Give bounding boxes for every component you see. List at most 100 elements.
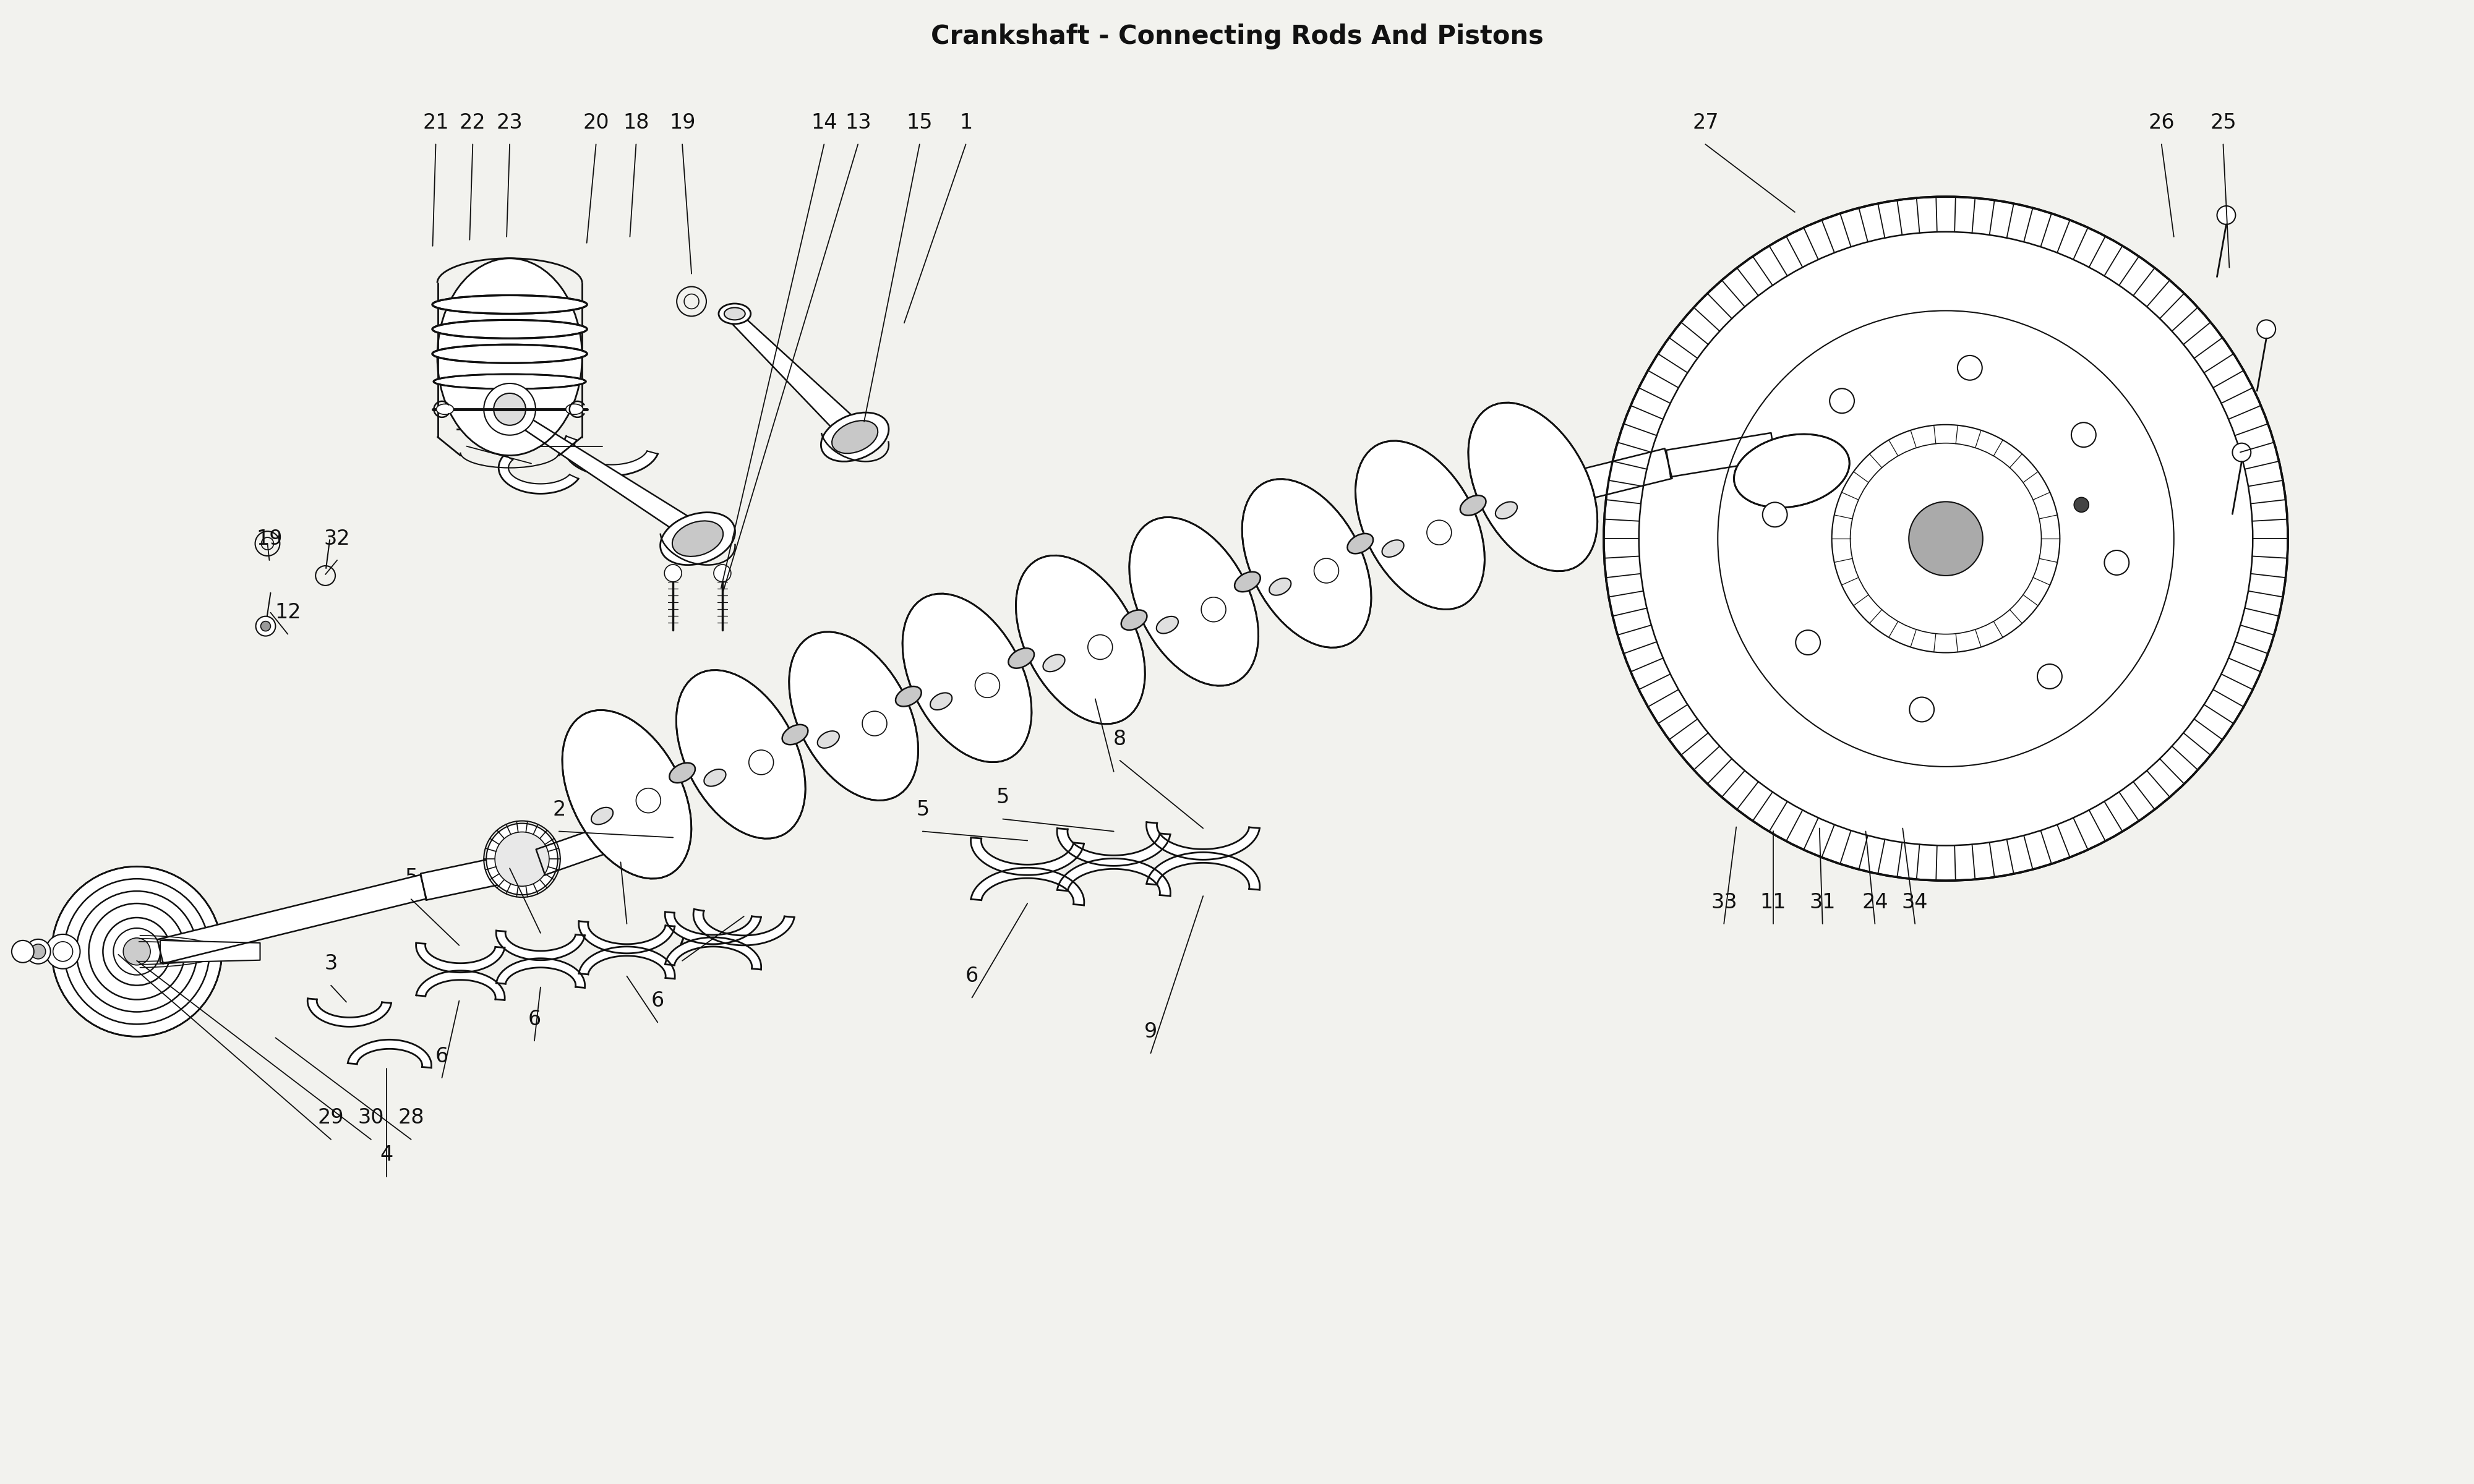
Circle shape [487, 824, 557, 895]
Text: 28: 28 [398, 1107, 423, 1128]
Circle shape [2217, 206, 2236, 224]
Ellipse shape [1460, 496, 1487, 515]
Ellipse shape [1467, 402, 1598, 571]
Polygon shape [416, 942, 505, 972]
Ellipse shape [705, 769, 725, 787]
Circle shape [52, 942, 72, 962]
Ellipse shape [1269, 579, 1291, 595]
Polygon shape [970, 868, 1084, 905]
Polygon shape [421, 849, 544, 901]
Text: 1: 1 [960, 113, 972, 134]
Polygon shape [1056, 858, 1170, 896]
Text: 16: 16 [527, 414, 554, 435]
Circle shape [2232, 444, 2251, 462]
Text: 33: 33 [1712, 892, 1737, 913]
Polygon shape [1145, 852, 1259, 890]
Text: 8: 8 [1113, 729, 1126, 749]
Polygon shape [158, 876, 426, 963]
Text: 5: 5 [915, 800, 930, 821]
Ellipse shape [789, 632, 918, 800]
Circle shape [495, 833, 549, 886]
Ellipse shape [1155, 616, 1178, 634]
Ellipse shape [670, 763, 695, 784]
Polygon shape [579, 922, 675, 953]
Ellipse shape [1348, 534, 1373, 554]
Ellipse shape [591, 807, 614, 825]
Text: 19: 19 [257, 528, 282, 549]
Circle shape [25, 939, 49, 963]
Circle shape [1831, 389, 1856, 413]
Ellipse shape [725, 307, 745, 321]
Circle shape [1796, 631, 1821, 654]
Text: 29: 29 [317, 1107, 344, 1128]
Ellipse shape [1235, 571, 1259, 592]
Circle shape [255, 616, 275, 637]
Ellipse shape [1121, 610, 1148, 631]
Text: 6: 6 [527, 1009, 542, 1030]
Ellipse shape [1017, 555, 1145, 724]
Circle shape [2036, 665, 2061, 689]
Circle shape [52, 867, 223, 1036]
Polygon shape [307, 999, 391, 1027]
Circle shape [1957, 356, 1982, 380]
Text: 17: 17 [453, 414, 480, 435]
Circle shape [1603, 197, 2288, 880]
Text: 10: 10 [1081, 668, 1108, 687]
Polygon shape [579, 947, 675, 979]
Circle shape [750, 749, 774, 775]
Polygon shape [161, 941, 260, 963]
Ellipse shape [717, 304, 750, 324]
Ellipse shape [433, 374, 586, 389]
Polygon shape [666, 938, 762, 969]
Circle shape [863, 711, 886, 736]
Text: 23: 23 [497, 113, 522, 134]
Ellipse shape [435, 404, 453, 414]
Circle shape [12, 941, 35, 963]
Circle shape [114, 927, 161, 975]
Polygon shape [564, 436, 658, 476]
Text: 26: 26 [2147, 113, 2175, 134]
Polygon shape [1536, 448, 1672, 510]
Ellipse shape [661, 512, 735, 565]
Polygon shape [500, 456, 579, 494]
Circle shape [495, 393, 527, 426]
Ellipse shape [1494, 502, 1517, 519]
Text: 25: 25 [2209, 113, 2236, 134]
Polygon shape [497, 959, 584, 988]
Circle shape [2073, 497, 2088, 512]
Ellipse shape [433, 321, 586, 338]
Text: 12: 12 [275, 603, 302, 623]
Circle shape [1089, 635, 1113, 659]
Ellipse shape [1356, 441, 1484, 610]
Polygon shape [666, 913, 762, 944]
Text: 27: 27 [1692, 113, 1719, 134]
Polygon shape [500, 413, 715, 534]
Ellipse shape [562, 711, 690, 879]
Ellipse shape [782, 724, 809, 745]
Text: 4: 4 [381, 1144, 393, 1165]
Ellipse shape [1128, 518, 1259, 686]
Circle shape [636, 788, 661, 813]
Circle shape [1427, 521, 1452, 545]
Polygon shape [970, 837, 1084, 876]
Text: 31: 31 [1808, 892, 1836, 913]
Polygon shape [349, 1040, 430, 1068]
Circle shape [485, 383, 534, 435]
Text: 22: 22 [460, 113, 485, 134]
Circle shape [2105, 551, 2130, 574]
Text: 3: 3 [324, 954, 336, 974]
Text: 7: 7 [675, 929, 688, 950]
Circle shape [1910, 502, 1982, 576]
Polygon shape [537, 828, 606, 876]
Ellipse shape [1734, 435, 1851, 508]
Ellipse shape [1044, 654, 1064, 672]
Text: 14: 14 [811, 113, 836, 134]
Circle shape [713, 564, 730, 582]
Ellipse shape [492, 398, 527, 421]
Text: 11: 11 [1759, 892, 1786, 913]
Ellipse shape [831, 420, 878, 454]
Text: Crankshaft - Connecting Rods And Pistons: Crankshaft - Connecting Rods And Pistons [930, 24, 1544, 49]
Circle shape [1202, 597, 1227, 622]
Circle shape [2071, 423, 2095, 447]
Ellipse shape [433, 344, 586, 364]
